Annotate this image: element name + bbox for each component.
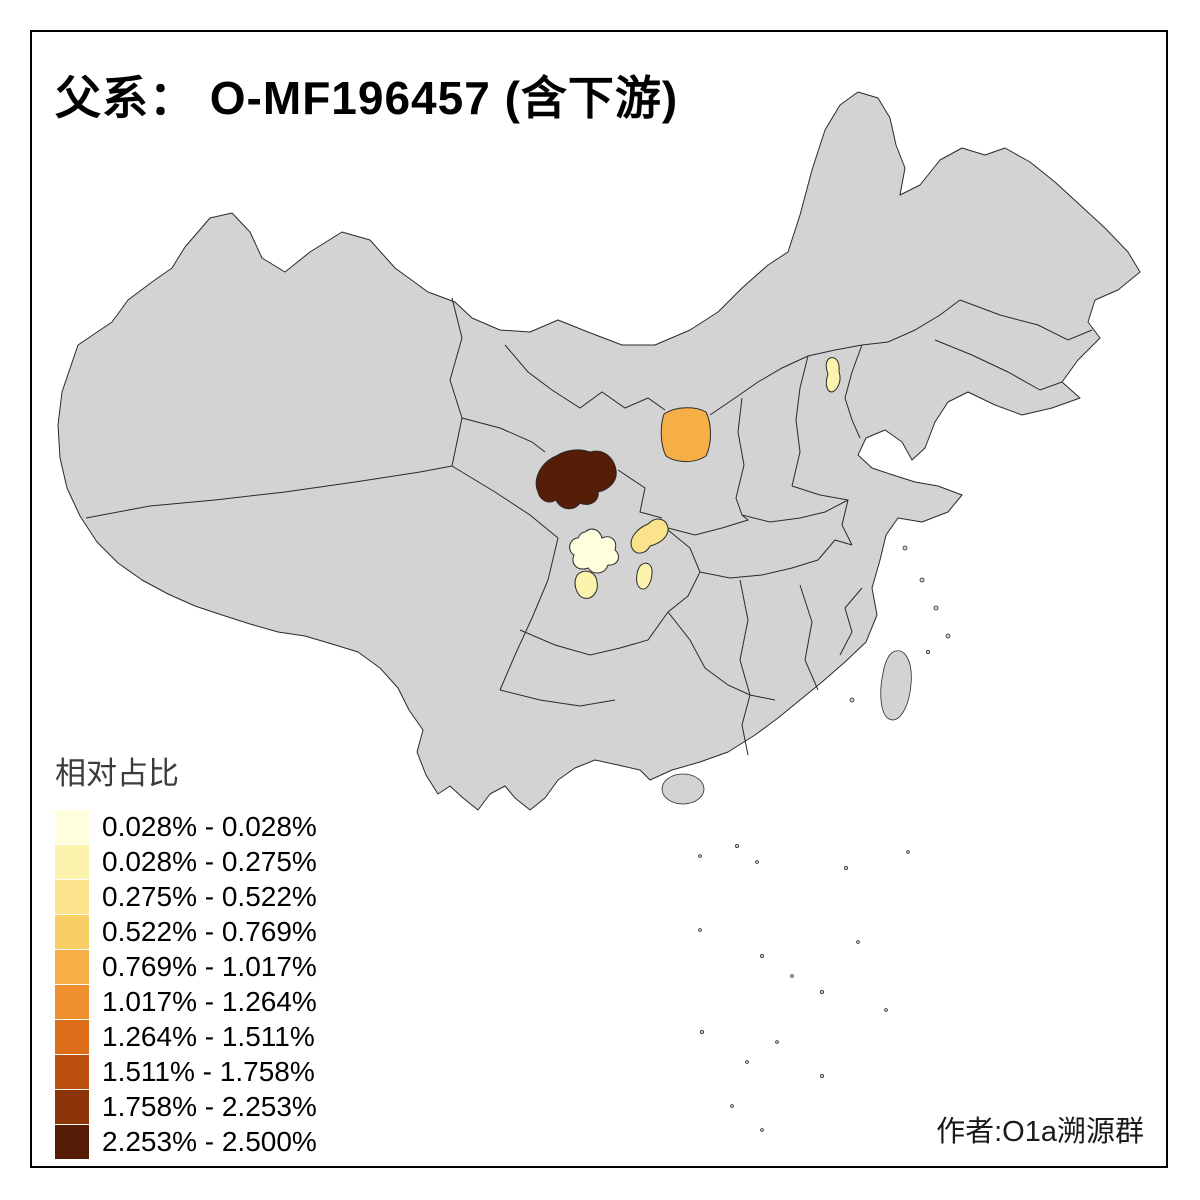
legend-label: 0.275% - 0.522% — [102, 880, 317, 912]
author-credit: 作者:O1a溯源群 — [936, 1116, 1144, 1148]
legend-label: 1.017% - 1.264% — [102, 985, 317, 1017]
map-region-orange — [660, 407, 711, 463]
legend-swatch — [55, 1054, 89, 1089]
legend-row: 0.522% - 0.769% — [55, 914, 317, 949]
map-region-cream — [569, 528, 619, 574]
map-region-yellow-b — [630, 518, 669, 554]
legend-row: 0.028% - 0.275% — [55, 844, 317, 879]
page-title: 父系： O-MF196457 (含下游) — [55, 72, 679, 124]
province-borders — [85, 297, 1093, 756]
legend: 相对占比 0.028% - 0.028% 0.028% - 0.275% 0.2… — [55, 748, 317, 1159]
legend-swatch — [55, 1019, 89, 1054]
map-region-beijing-sliver — [825, 357, 841, 393]
legend-title: 相对占比 — [55, 756, 179, 791]
legend-swatch — [55, 879, 89, 914]
legend-row: 0.275% - 0.522% — [55, 879, 317, 914]
map-base — [57, 91, 1141, 1132]
legend-swatch — [55, 949, 89, 984]
legend-label: 2.253% - 2.500% — [102, 1125, 317, 1157]
legend-label: 0.522% - 0.769% — [102, 915, 317, 947]
legend-row: 1.017% - 1.264% — [55, 984, 317, 1019]
legend-row: 0.769% - 1.017% — [55, 949, 317, 984]
map-region-yellow-c — [636, 562, 653, 590]
legend-swatch — [55, 1124, 89, 1159]
legend-row: 1.264% - 1.511% — [55, 1019, 317, 1054]
legend-label: 0.769% - 1.017% — [102, 950, 317, 982]
small-islands — [698, 545, 951, 1132]
hainan-island — [661, 773, 705, 805]
highlighted-regions — [535, 357, 841, 599]
legend-label: 1.511% - 1.758% — [102, 1055, 315, 1087]
legend-swatch — [55, 844, 89, 879]
legend-swatch — [55, 1089, 89, 1124]
legend-swatch — [55, 914, 89, 949]
legend-row: 0.028% - 0.028% — [55, 809, 317, 844]
legend-label: 0.028% - 0.028% — [102, 810, 317, 842]
legend-row: 2.253% - 2.500% — [55, 1124, 317, 1159]
legend-label: 1.264% - 1.511% — [102, 1020, 315, 1052]
legend-row: 1.758% - 2.253% — [55, 1089, 317, 1124]
legend-label: 0.028% - 0.275% — [102, 845, 317, 877]
legend-label: 1.758% - 2.253% — [102, 1090, 317, 1122]
taiwan-island — [880, 650, 912, 721]
legend-swatch — [55, 984, 89, 1019]
map-region-darkest — [535, 449, 617, 510]
map-region-yellow-a — [574, 570, 598, 599]
legend-row: 1.511% - 1.758% — [55, 1054, 317, 1089]
islands — [661, 545, 951, 1132]
legend-swatch — [55, 809, 89, 844]
